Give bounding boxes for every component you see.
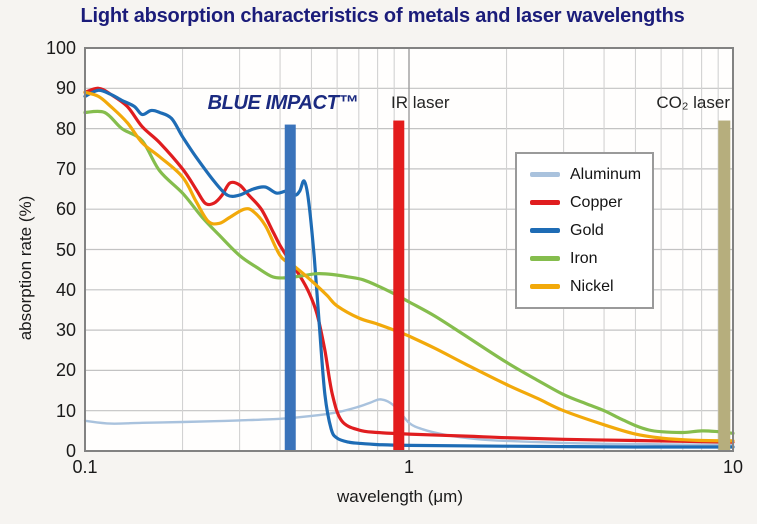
legend-label: Gold: [570, 221, 604, 239]
legend-label: Aluminum: [570, 165, 642, 183]
y-tick-label: 40: [55, 279, 76, 300]
co2-laser-label: CO₂ laser: [656, 93, 730, 112]
legend-swatch-nickel: [530, 284, 560, 289]
chart-title: Light absorption characteristics of meta…: [80, 5, 685, 27]
y-tick-label: 10: [55, 400, 76, 421]
y-tick-label: 20: [55, 360, 76, 381]
series-line-nickel: [83, 90, 735, 443]
legend-item-iron: Iron: [530, 249, 652, 268]
laser-bar-blue-impact: [284, 124, 296, 451]
legend-item-aluminum: Aluminum: [530, 165, 652, 184]
ir-laser-label: IR laser: [391, 93, 450, 112]
legend-item-copper: Copper: [530, 193, 652, 212]
legend-swatch-copper: [530, 200, 560, 205]
x-tick-label: 0.1: [72, 457, 98, 477]
legend-label: Iron: [570, 249, 598, 267]
legend-label: Nickel: [570, 277, 614, 295]
legend-label: Copper: [570, 193, 623, 211]
x-tick-label: 1: [403, 457, 415, 477]
plot-border: [84, 47, 734, 452]
legend-swatch-aluminum: [530, 172, 560, 177]
y-tick-label: 50: [55, 239, 76, 260]
laser-bar-co2-laser: [718, 120, 731, 451]
series-line-copper: [83, 86, 735, 444]
legend-swatch-gold: [530, 228, 560, 233]
y-tick-label: 80: [55, 118, 76, 139]
legend-item-gold: Gold: [530, 221, 652, 240]
y-tick-label: 0: [65, 441, 76, 461]
laser-bar-ir-laser: [393, 120, 405, 451]
y-tick-label: 30: [55, 320, 76, 341]
series-line-aluminum: [83, 398, 735, 447]
y-tick-label: 90: [55, 78, 76, 99]
legend-item-nickel: Nickel: [530, 277, 652, 296]
x-axis-title: wavelength (μm): [336, 487, 464, 506]
y-tick-label: 100: [45, 38, 76, 58]
series-line-iron: [83, 109, 735, 435]
legend-swatch-iron: [530, 256, 560, 261]
y-tick-label: 60: [55, 199, 76, 220]
y-tick-label: 70: [55, 158, 76, 179]
legend: Aluminum Copper Gold Iron Nickel: [515, 152, 654, 309]
x-tick-label: 10: [722, 457, 744, 477]
blue-impact-label: BLUE IMPACT™: [207, 92, 359, 114]
